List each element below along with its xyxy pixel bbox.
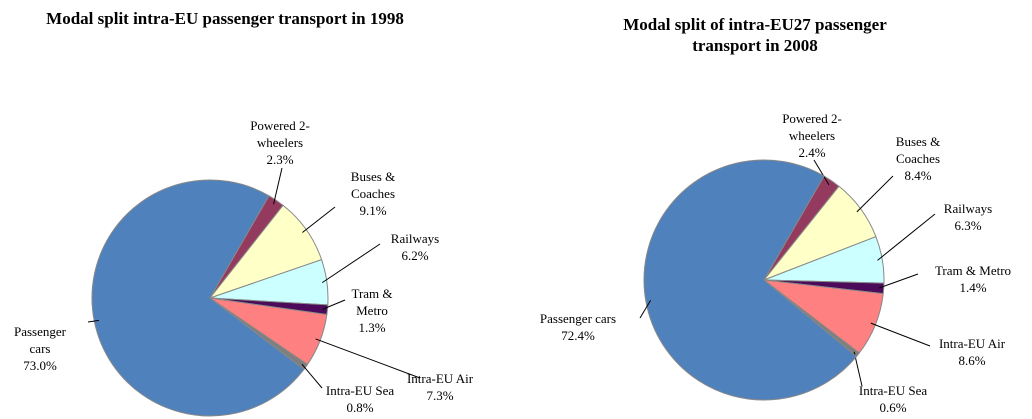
leader-line (813, 159, 830, 186)
value-label: 8.6% (958, 353, 986, 368)
value-label: 2.4% (798, 145, 826, 160)
leader-line (877, 213, 936, 261)
value-label: 0.6% (879, 400, 907, 415)
slice-label: Intra-EU Sea 0.8% (310, 382, 410, 416)
slice-label: Buses & Coaches 8.4% (878, 133, 958, 184)
leader-line (302, 206, 336, 233)
value-label: 72.4% (561, 328, 595, 343)
category-label: Intra-EU Sea (858, 383, 928, 398)
slice-label: Powered 2-wheelers 2.3% (235, 117, 325, 168)
leader-line (322, 299, 346, 310)
value-label: 2.3% (266, 152, 294, 167)
category-label: Intra-EU Air (406, 371, 474, 386)
chart-title: Modal split of intra-EU27 passenger tran… (623, 15, 887, 55)
slice-label: Tram & Metro 1.3% (342, 285, 402, 336)
slice-label: Railways 6.3% (928, 200, 1008, 234)
category-label: Tram & Metro (934, 263, 1012, 278)
value-label: 0.8% (346, 400, 374, 415)
slice-label: Intra-EU Air 7.3% (395, 370, 485, 404)
category-label: Buses & Coaches (895, 134, 941, 166)
category-label: Railways (390, 231, 440, 246)
category-label: Powered 2-wheelers (782, 111, 842, 143)
leader-line (639, 300, 652, 319)
category-label: Railways (943, 201, 993, 216)
leader-line (878, 273, 919, 289)
leader-line (315, 338, 421, 379)
slice-label: Railways 6.2% (375, 230, 455, 264)
value-label: 7.3% (426, 388, 454, 403)
category-label: Passenger cars (14, 324, 66, 356)
slice-label: Powered 2-wheelers 2.4% (767, 110, 857, 161)
value-label: 73.0% (23, 358, 57, 373)
category-label: Buses & Coaches (350, 169, 396, 201)
value-label: 1.3% (358, 320, 386, 335)
leader-line (273, 167, 283, 205)
value-label: 1.4% (959, 280, 987, 295)
value-label: 6.2% (401, 248, 429, 263)
leader-line (856, 175, 894, 213)
category-label: Passenger cars (539, 311, 617, 326)
category-label: Intra-EU Air (938, 336, 1006, 351)
leader-line (87, 319, 100, 323)
slice-label: Passenger cars 72.4% (513, 310, 643, 344)
slice-label: Tram & Metro 1.4% (913, 262, 1032, 296)
pie-slice (643, 159, 858, 401)
category-label: Tram & Metro (351, 286, 393, 318)
chart-title: Modal split intra-EU passenger transport… (46, 9, 404, 28)
category-label: Powered 2-wheelers (250, 118, 310, 150)
slice-label: Intra-EU Sea 0.6% (843, 382, 943, 416)
leader-line (870, 322, 931, 347)
slice-label: Intra-EU Air 8.6% (927, 335, 1017, 369)
value-label: 8.4% (904, 168, 932, 183)
leader-line (321, 243, 381, 284)
value-label: 6.3% (954, 218, 982, 233)
leader-line (301, 363, 323, 389)
slice-label: Buses & Coaches 9.1% (333, 168, 413, 219)
value-label: 9.1% (359, 203, 387, 218)
slice-label: Passenger cars 73.0% (5, 323, 75, 374)
category-label: Intra-EU Sea (325, 383, 395, 398)
